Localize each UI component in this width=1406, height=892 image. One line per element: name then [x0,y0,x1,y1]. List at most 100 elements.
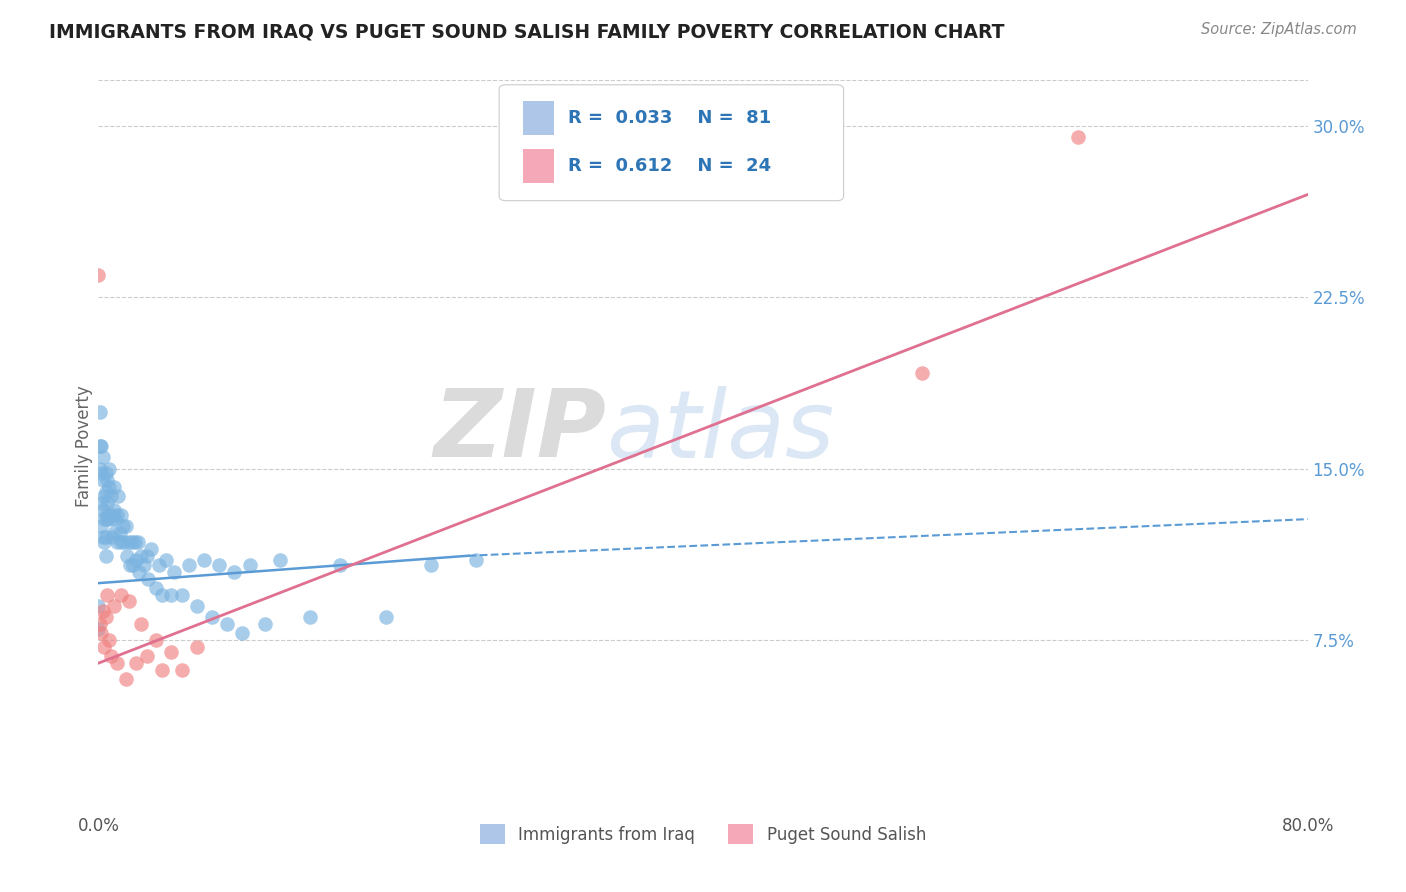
Text: atlas: atlas [606,386,835,477]
Point [87,622,110,636]
Point [150,663,173,677]
Point [94,610,117,624]
Point [253,617,276,632]
Point [118,594,141,608]
Point [132,558,155,572]
Point [170,663,193,677]
Point [136,572,159,586]
Point [420,558,443,572]
Point [91,604,114,618]
Point [90,496,112,510]
Point [100,649,122,664]
Point [89,405,111,419]
Point [329,558,352,572]
Point [89,617,111,632]
Point [150,588,173,602]
Point [201,610,224,624]
Point [103,480,125,494]
Point [239,558,262,572]
Point [465,553,488,567]
Point [96,473,118,487]
Point [129,549,152,563]
Point [105,508,128,522]
Text: IMMIGRANTS FROM IRAQ VS PUGET SOUND SALISH FAMILY POVERTY CORRELATION CHART: IMMIGRANTS FROM IRAQ VS PUGET SOUND SALI… [49,22,1005,41]
Point [93,512,115,526]
Point [118,535,141,549]
Point [96,496,118,510]
Point [98,480,121,494]
Point [107,489,129,503]
Point [135,549,157,563]
Point [1067,130,1090,145]
Point [93,535,115,549]
Point [170,588,193,602]
Point [91,503,114,517]
Point [103,525,125,540]
Point [104,512,127,526]
Point [148,558,170,572]
Point [125,656,148,670]
Point [114,672,136,686]
Point [98,508,121,522]
Point [89,462,111,476]
Point [145,633,167,648]
Point [160,588,183,602]
Text: ZIP: ZIP [433,385,606,477]
Point [224,565,246,579]
Text: R =  0.612    N =  24: R = 0.612 N = 24 [568,157,770,175]
Point [94,508,117,522]
Point [145,581,167,595]
Point [108,525,131,540]
Point [105,535,128,549]
Point [105,656,128,670]
Point [96,512,118,526]
Point [186,599,208,613]
Point [115,549,138,563]
Point [215,617,238,632]
Point [103,503,125,517]
Text: Source: ZipAtlas.com: Source: ZipAtlas.com [1201,22,1357,37]
Point [186,640,208,655]
Y-axis label: Family Poverty: Family Poverty [75,385,93,507]
Point [112,535,135,549]
Legend: Immigrants from Iraq, Puget Sound Salish: Immigrants from Iraq, Puget Sound Salish [474,817,932,851]
Point [299,610,322,624]
Point [98,462,121,476]
Point [93,640,115,655]
Point [103,599,125,613]
Point [160,645,183,659]
Point [911,366,934,380]
Point [94,549,117,563]
Point [121,535,143,549]
Point [93,489,115,503]
Point [94,530,117,544]
Point [193,553,215,567]
Point [91,450,114,465]
Point [120,558,142,572]
Point [90,467,112,481]
Point [90,519,112,533]
Point [101,530,124,544]
Point [141,541,163,556]
Point [129,617,152,632]
Point [87,599,110,613]
Point [100,489,122,503]
Point [269,553,291,567]
Point [179,558,201,572]
Point [94,467,117,481]
Point [135,649,157,664]
Point [208,558,231,572]
Point [89,439,111,453]
Point [231,626,253,640]
Point [87,268,110,282]
Point [128,565,150,579]
Point [90,626,112,640]
Point [96,588,118,602]
Text: R =  0.033    N =  81: R = 0.033 N = 81 [568,109,772,127]
Point [111,519,134,533]
Point [374,610,396,624]
Point [90,439,112,453]
Point [91,530,114,544]
Point [94,484,117,499]
Point [98,633,121,648]
